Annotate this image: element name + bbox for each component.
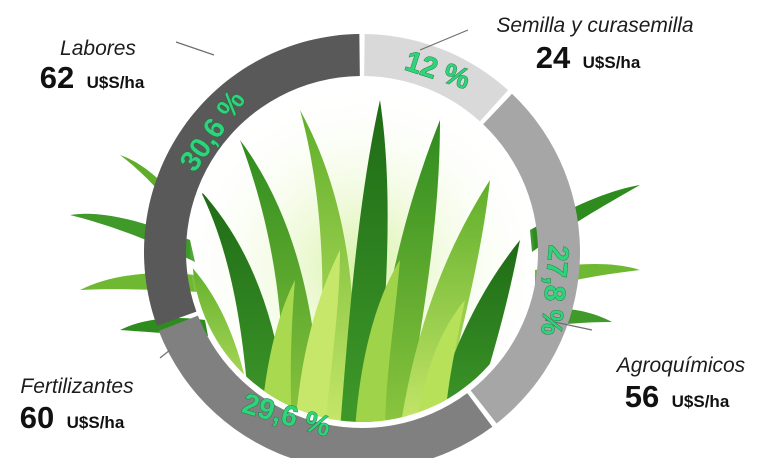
category-label-agroquimicos: Agroquímicos 56 U$S/ha	[615, 354, 746, 414]
category-amount-fertilizantes: 60 U$S/ha	[20, 400, 125, 435]
leader-line-semilla	[419, 29, 469, 51]
value-label-semilla: 24	[536, 40, 571, 75]
category-amount-semilla: 24 U$S/ha	[536, 40, 641, 75]
leader-line-labores	[175, 41, 215, 56]
category-amount-agroquimicos: 56 U$S/ha	[625, 379, 730, 414]
leader-line-agroquimicos	[544, 319, 593, 331]
value-label-agroquimicos: 56	[625, 379, 659, 414]
value-label-fertilizantes: 60	[20, 400, 54, 435]
unit-label-agroquimicos: U$S/ha	[672, 392, 730, 411]
leader-lines	[159, 29, 593, 359]
value-label-labores: 62	[40, 60, 74, 95]
donut-segment-semilla	[364, 34, 509, 122]
donut-segment-labores	[144, 34, 360, 326]
category-name-agroquimicos: Agroquímicos	[615, 354, 746, 377]
category-label-labores: Labores 62 U$S/ha	[40, 37, 145, 95]
category-label-fertilizantes: Fertilizantes 60 U$S/ha	[20, 375, 134, 435]
donut-segment-agroquimicos	[470, 93, 580, 424]
category-name-fertilizantes: Fertilizantes	[20, 375, 134, 398]
unit-label-fertilizantes: U$S/ha	[67, 413, 125, 432]
unit-label-labores: U$S/ha	[87, 73, 145, 92]
donut-segment-fertilizantes	[158, 315, 493, 458]
category-name-labores: Labores	[60, 37, 136, 60]
unit-label-semilla: U$S/ha	[583, 53, 641, 72]
category-label-semilla: Semilla y curasemilla 24 U$S/ha	[496, 14, 693, 75]
category-name-semilla: Semilla y curasemilla	[496, 14, 693, 37]
category-amount-labores: 62 U$S/ha	[40, 60, 145, 95]
grass-icon	[70, 80, 640, 424]
leader-line-fertilizantes	[159, 349, 171, 359]
